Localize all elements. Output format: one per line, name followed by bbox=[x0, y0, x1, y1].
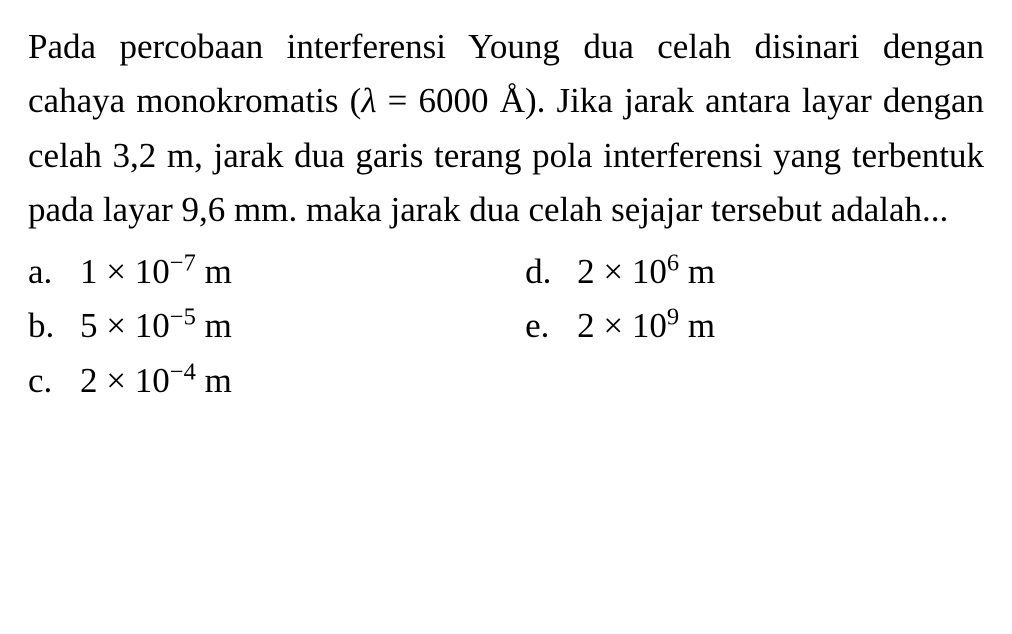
lambda-value: 6000 Å bbox=[419, 81, 525, 120]
option-coeff: 2 × 10 bbox=[80, 361, 170, 400]
option-unit: m bbox=[196, 361, 232, 400]
question-text: Pada percobaan interferensi Young dua ce… bbox=[28, 20, 984, 237]
option-exp: −4 bbox=[170, 358, 196, 385]
option-value: 2 × 10−4 m bbox=[80, 354, 232, 408]
option-unit: m bbox=[196, 306, 232, 345]
option-e: e. 2 × 109 m bbox=[525, 299, 984, 353]
option-letter: e. bbox=[525, 299, 577, 353]
option-letter: c. bbox=[28, 354, 80, 408]
option-exp: −7 bbox=[170, 249, 196, 276]
option-unit: m bbox=[196, 252, 232, 291]
option-a: a. 1 × 10−7 m bbox=[28, 245, 525, 299]
equals-sign: = bbox=[376, 81, 407, 120]
option-letter: d. bbox=[525, 245, 577, 299]
options-container: a. 1 × 10−7 m b. 5 × 10−5 m c. 2 × 10−4 … bbox=[28, 245, 984, 408]
option-value: 2 × 109 m bbox=[577, 299, 715, 353]
option-value: 5 × 10−5 m bbox=[80, 299, 232, 353]
option-c: c. 2 × 10−4 m bbox=[28, 354, 525, 408]
option-coeff: 2 × 10 bbox=[577, 306, 667, 345]
option-exp: 6 bbox=[667, 249, 679, 276]
option-unit: m bbox=[679, 252, 715, 291]
option-coeff: 5 × 10 bbox=[80, 306, 170, 345]
option-b: b. 5 × 10−5 m bbox=[28, 299, 525, 353]
option-coeff: 2 × 10 bbox=[577, 252, 667, 291]
option-coeff: 1 × 10 bbox=[80, 252, 170, 291]
option-value: 2 × 106 m bbox=[577, 245, 715, 299]
option-exp: 9 bbox=[667, 304, 679, 331]
options-column-right: d. 2 × 106 m e. 2 × 109 m bbox=[525, 245, 984, 408]
lambda-symbol: λ bbox=[361, 81, 376, 120]
option-exp: −5 bbox=[170, 304, 196, 331]
options-column-left: a. 1 × 10−7 m b. 5 × 10−5 m c. 2 × 10−4 … bbox=[28, 245, 525, 408]
option-value: 1 × 10−7 m bbox=[80, 245, 232, 299]
option-d: d. 2 × 106 m bbox=[525, 245, 984, 299]
option-letter: b. bbox=[28, 299, 80, 353]
option-unit: m bbox=[679, 306, 715, 345]
option-letter: a. bbox=[28, 245, 80, 299]
